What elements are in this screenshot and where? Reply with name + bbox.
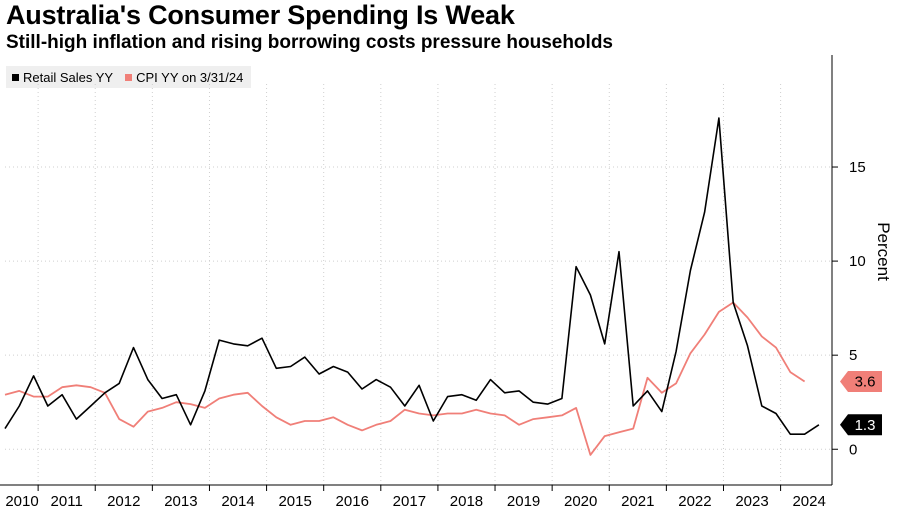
x-tick-label: 2019 [507, 493, 540, 510]
end-badge-cpi [840, 371, 882, 393]
end-label-retail-sales: 1.3 [855, 417, 876, 434]
legend-item-retail-sales: Retail Sales YY [12, 70, 113, 85]
x-tick-label: 2021 [621, 493, 654, 510]
legend-swatch-retail-sales [12, 73, 19, 81]
series-line-cpi [4, 301, 806, 456]
x-tick-label: 2010 [5, 493, 38, 510]
x-tick-label: 2016 [336, 493, 369, 510]
y-tick-label: 5 [849, 347, 857, 364]
end-badge-retail-sales [840, 414, 882, 436]
chart-subtitle: Still-high inflation and rising borrowin… [6, 32, 613, 53]
legend-label-retail-sales: Retail Sales YY [23, 69, 114, 85]
x-tick-label: 2020 [564, 493, 597, 510]
chart-legend: Retail Sales YY CPI YY on 3/31/24 [6, 66, 252, 88]
y-tick-label: 0 [849, 441, 857, 458]
end-label-cpi: 3.6 [855, 374, 876, 391]
y-tick-label: 15 [849, 159, 866, 176]
y-tick-label: 10 [849, 253, 866, 270]
x-tick-label: 2022 [678, 493, 711, 510]
series-line-retail-sales [4, 117, 820, 436]
chart-title: Australia's Consumer Spending Is Weak [6, 0, 515, 30]
x-tick-label: 2013 [164, 493, 197, 510]
x-tick-label: 2015 [278, 493, 311, 510]
legend-label-cpi: CPI YY on 3/31/24 [136, 69, 244, 85]
x-tick-label: 2017 [393, 493, 426, 510]
x-tick-label: 2011 [51, 493, 83, 510]
legend-swatch-cpi [125, 73, 133, 81]
legend-item-cpi: CPI YY on 3/31/24 [125, 70, 243, 85]
x-tick-label: 2012 [107, 493, 140, 510]
x-tick-label: 2023 [735, 493, 768, 510]
y-axis-label: Percent [874, 222, 893, 281]
x-tick-label: 2024 [792, 493, 825, 510]
x-tick-label: 2014 [221, 493, 254, 510]
x-tick-label: 2018 [450, 493, 483, 510]
